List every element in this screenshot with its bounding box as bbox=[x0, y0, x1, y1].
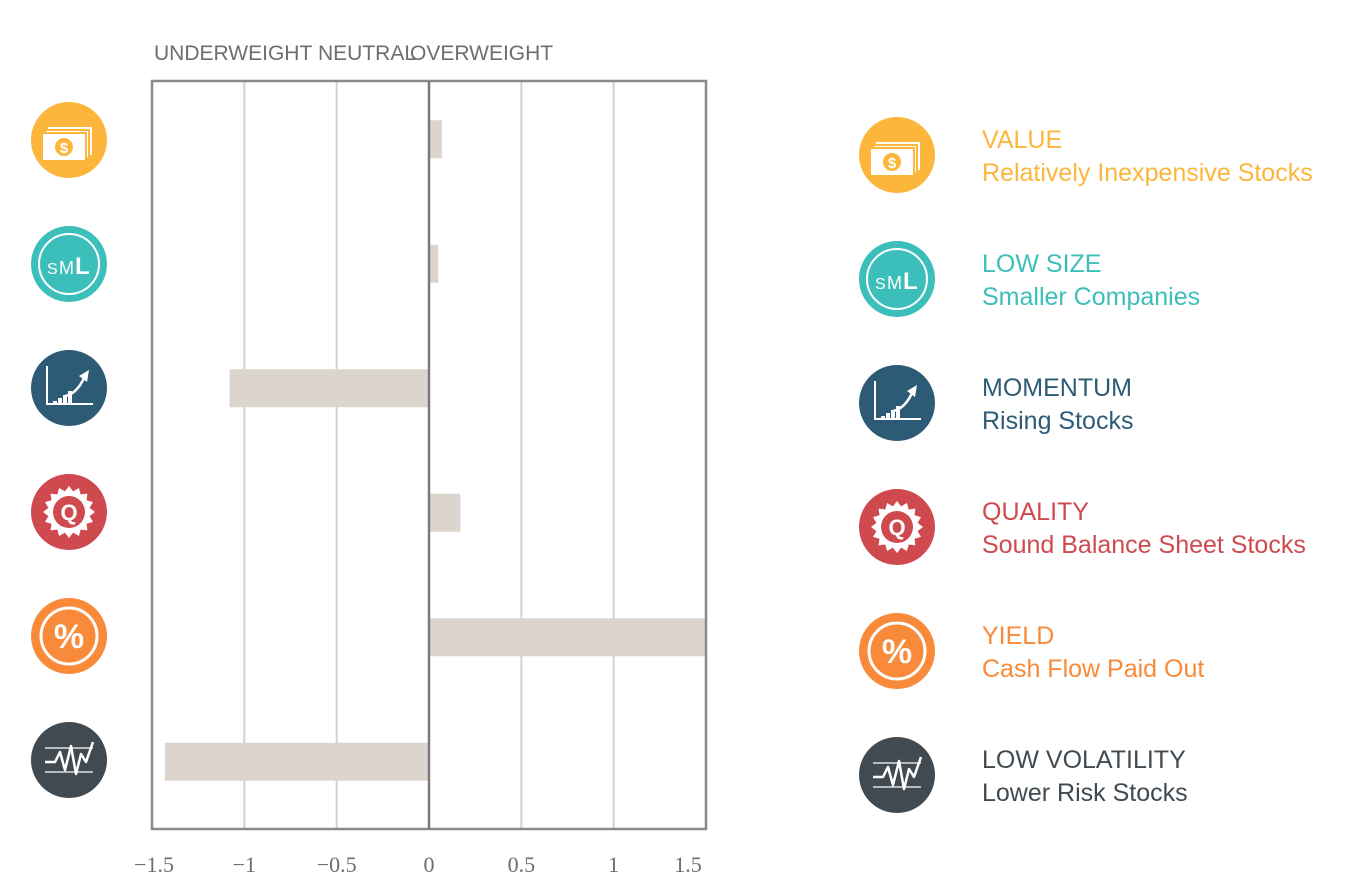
x-tick-label: 1.5 bbox=[674, 852, 702, 877]
volatility-icon bbox=[859, 737, 935, 813]
legend-description: Rising Stocks bbox=[982, 407, 1134, 435]
bar-value bbox=[429, 120, 442, 159]
header-overweight: OVERWEIGHT bbox=[410, 42, 553, 65]
legend-item-quality: Q QUALITY Sound Balance Sheet Stocks bbox=[858, 488, 1358, 566]
bar-momentum bbox=[229, 369, 429, 408]
x-tick-label: 0 bbox=[424, 852, 435, 877]
quality-seal-icon: Q bbox=[859, 489, 935, 565]
legend-item-value: $ VALUE Relatively Inexpensive Stocks bbox=[858, 116, 1358, 194]
money-icon: $ bbox=[859, 117, 935, 193]
svg-text:S: S bbox=[47, 261, 58, 278]
legend-title: LOW VOLATILITY bbox=[982, 746, 1186, 774]
svg-text:%: % bbox=[54, 618, 84, 656]
x-tick-label: 0.5 bbox=[508, 852, 536, 877]
x-tick-label: −0.5 bbox=[317, 852, 357, 877]
chart-bars bbox=[164, 120, 706, 781]
quality-seal-icon: Q bbox=[31, 474, 107, 550]
rising-chart-icon bbox=[31, 350, 107, 426]
svg-text:Q: Q bbox=[60, 500, 77, 525]
svg-text:L: L bbox=[903, 268, 918, 295]
legend-item-low-size: S M L LOW SIZE Smaller Companies bbox=[858, 240, 1358, 318]
legend-item-low-volatility: LOW VOLATILITY Lower Risk Stocks bbox=[858, 736, 1358, 814]
money-icon: $ bbox=[31, 102, 107, 178]
percent-icon: % bbox=[859, 613, 935, 689]
bar-low-size bbox=[429, 244, 439, 283]
header-neutral: NEUTRAL bbox=[318, 42, 416, 65]
svg-text:$: $ bbox=[60, 140, 69, 157]
svg-text:%: % bbox=[882, 633, 912, 671]
legend-description: Smaller Companies bbox=[982, 283, 1201, 311]
legend-description: Relatively Inexpensive Stocks bbox=[982, 159, 1313, 187]
chart-icons: $ S M L Q% bbox=[31, 102, 107, 798]
rising-chart-icon bbox=[859, 365, 935, 441]
svg-text:S: S bbox=[875, 276, 886, 293]
volatility-icon bbox=[31, 722, 107, 798]
chart-ticks: −1.5 −1 −0.5 0 0.5 1 1.5 bbox=[134, 852, 702, 877]
percent-icon: % bbox=[31, 598, 107, 674]
legend-description: Cash Flow Paid Out bbox=[982, 655, 1205, 683]
svg-text:M: M bbox=[59, 258, 74, 278]
bar-yield bbox=[429, 618, 706, 657]
legend-item-yield: % YIELD Cash Flow Paid Out bbox=[858, 612, 1358, 690]
legend-title: MOMENTUM bbox=[982, 374, 1132, 402]
x-tick-label: −1 bbox=[233, 852, 256, 877]
legend-title: LOW SIZE bbox=[982, 250, 1102, 278]
svg-text:$: $ bbox=[888, 155, 897, 172]
legend-description: Lower Risk Stocks bbox=[982, 779, 1188, 807]
x-tick-label: −1.5 bbox=[134, 852, 174, 877]
chart-grid bbox=[243, 81, 615, 829]
header-underweight: UNDERWEIGHT bbox=[154, 42, 312, 65]
svg-text:Q: Q bbox=[888, 515, 905, 540]
legend-description: Sound Balance Sheet Stocks bbox=[982, 531, 1306, 559]
legend-title: VALUE bbox=[982, 126, 1063, 154]
factor-chart: −1.5 −1 −0.5 0 0.5 1 1.5 UNDERWEIGHT NEUTRAL O… bbox=[31, 42, 708, 877]
svg-text:L: L bbox=[75, 253, 90, 280]
svg-text:M: M bbox=[887, 273, 902, 293]
legend-item-momentum: MOMENTUM Rising Stocks bbox=[858, 364, 1358, 442]
legend-title: YIELD bbox=[982, 622, 1055, 650]
x-tick-label: 1 bbox=[608, 852, 619, 877]
bar-quality bbox=[429, 493, 461, 532]
bar-low-volatility bbox=[164, 742, 429, 781]
legend-title: QUALITY bbox=[982, 498, 1089, 526]
